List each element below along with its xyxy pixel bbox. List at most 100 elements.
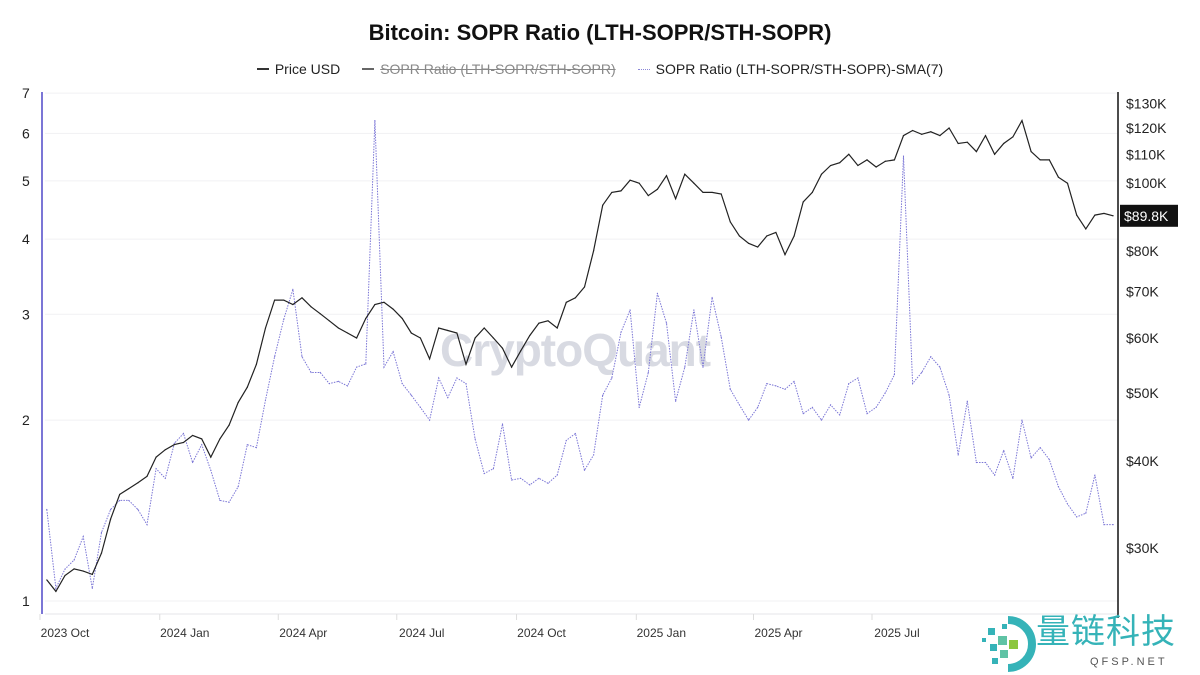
sopr-sma-point: [565, 439, 567, 442]
sopr-sma-point: [930, 356, 932, 358]
price-point: [119, 493, 121, 496]
sopr-sma-point: [310, 371, 312, 374]
price-point: [319, 313, 321, 315]
sopr-sma-point: [1057, 486, 1060, 488]
price-point: [292, 303, 294, 306]
price-point: [984, 135, 987, 137]
sopr-sma-point: [237, 486, 239, 488]
price-point: [64, 574, 66, 577]
price-point: [747, 242, 750, 244]
price-point: [365, 317, 367, 320]
price-point: [164, 449, 166, 451]
sopr-sma-point: [984, 461, 987, 464]
price-point: [629, 179, 631, 181]
logo-text: 量链科技: [1036, 612, 1176, 652]
sopr-sma-point: [438, 377, 440, 379]
sopr-sma-point: [374, 120, 376, 122]
sopr-sma-point: [73, 559, 75, 561]
left-axis-tick-label: 1: [22, 593, 30, 609]
sopr-sma-point: [419, 406, 422, 408]
legend-item-sopr-ratio[interactable]: SOPR Ratio (LTH-SOPR/STH-SOPR): [362, 60, 616, 78]
sopr-sma-point: [1103, 524, 1105, 526]
sopr-sma-point: [383, 366, 385, 368]
sopr-sma-point: [647, 371, 649, 374]
sopr-sma-point: [274, 356, 276, 358]
price-point: [893, 159, 895, 161]
price-point: [574, 297, 576, 299]
sopr-sma-point: [656, 292, 659, 294]
price-point: [966, 141, 968, 143]
price-point: [474, 337, 476, 339]
price-point: [593, 250, 595, 252]
sopr-sma-point: [401, 383, 403, 385]
left-axis-tick-label: 4: [22, 231, 30, 247]
price-point: [875, 166, 877, 168]
price-point: [283, 299, 285, 301]
legend-item-price[interactable]: Price USD: [256, 60, 340, 78]
sopr-sma-point: [538, 477, 540, 479]
current-price-label: $89.8K: [1124, 208, 1169, 224]
sopr-sma-point: [802, 413, 804, 415]
sopr-sma-point: [255, 446, 257, 449]
price-point: [866, 159, 868, 161]
sopr-sma-point: [82, 535, 84, 538]
logo: 量链科技 QFSP.NET: [978, 612, 1200, 675]
price-point: [1066, 182, 1069, 184]
sopr-sma-point: [975, 461, 978, 464]
sopr-sma-point: [201, 444, 203, 446]
right-axis-tick-label: $40K: [1126, 453, 1159, 469]
price-point: [738, 235, 741, 237]
sopr-sma-point: [182, 432, 185, 435]
price-point: [583, 286, 586, 288]
price-point: [55, 590, 57, 592]
price-point: [784, 254, 786, 256]
left-axis-tick-label: 6: [22, 125, 30, 141]
price-point: [802, 201, 804, 203]
sopr-sma-point: [848, 383, 850, 385]
price-point: [46, 579, 48, 581]
sopr-sma-point: [529, 484, 531, 486]
price-point: [1039, 159, 1041, 161]
sopr-sma-point: [921, 371, 923, 374]
sopr-sma-point: [948, 394, 950, 396]
price-point: [620, 190, 622, 192]
sopr-sma-point: [520, 477, 522, 479]
price-point: [775, 231, 777, 234]
sopr-sma-point: [602, 394, 604, 396]
price-point: [565, 301, 567, 303]
price-point: [857, 164, 859, 167]
x-axis-tick-label: 2024 Apr: [279, 626, 327, 640]
price-point: [337, 327, 340, 329]
series-line-price-usd: [46, 118, 1114, 593]
solid-line-swatch-icon: [256, 68, 269, 70]
dotted-line-swatch-icon: [637, 68, 650, 70]
left-axis-tick-label: 3: [22, 306, 30, 322]
price-point: [711, 191, 713, 194]
solid-line-swatch-icon: [362, 68, 375, 70]
sopr-sma-point: [1066, 503, 1069, 505]
sopr-sma-point: [720, 336, 722, 338]
sopr-sma-point: [593, 454, 595, 456]
price-point: [793, 235, 795, 237]
sopr-sma-point: [328, 383, 330, 385]
sopr-sma-point: [155, 468, 157, 470]
price-point: [82, 570, 84, 572]
legend-item-sopr-sma[interactable]: SOPR Ratio (LTH-SOPR/STH-SOPR)-SMA(7): [637, 60, 943, 78]
price-point: [146, 475, 148, 477]
sopr-sma-point: [510, 479, 513, 481]
price-point: [392, 308, 394, 310]
price-point: [328, 320, 330, 322]
sopr-sma-point: [137, 508, 139, 511]
price-point: [438, 327, 440, 329]
sopr-sma-point: [547, 482, 549, 484]
price-point: [994, 153, 996, 155]
sopr-sma-point: [410, 394, 412, 396]
price-point: [128, 487, 130, 490]
sopr-sma-point: [829, 404, 832, 406]
sopr-sma-point: [228, 501, 230, 503]
sopr-sma-point: [1076, 516, 1078, 518]
sopr-sma-point: [675, 400, 677, 402]
sopr-sma-point: [766, 383, 768, 385]
price-point: [538, 322, 540, 324]
